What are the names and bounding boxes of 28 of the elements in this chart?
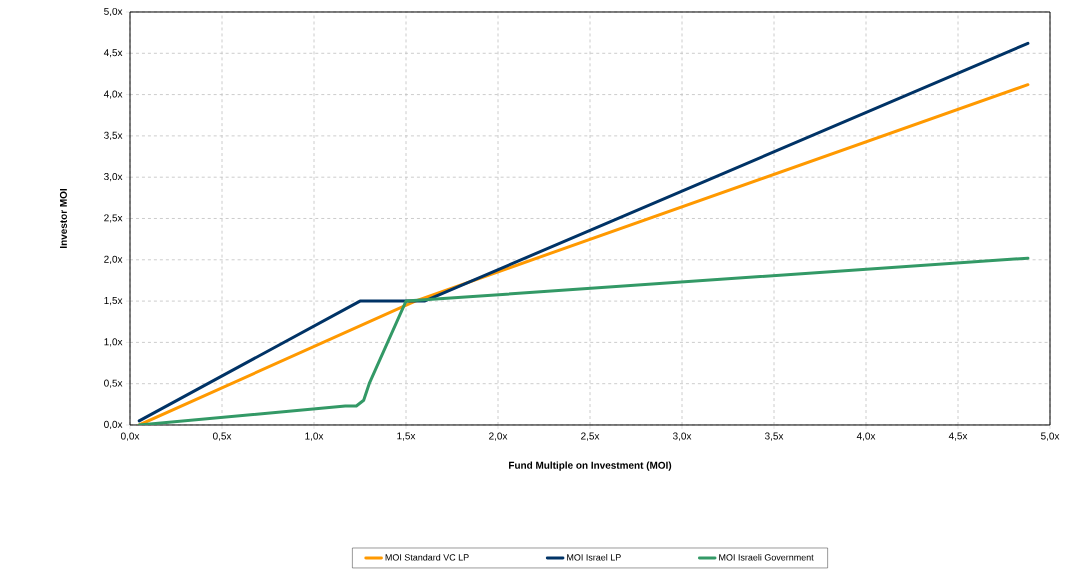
x-tick-label: 4,0x (856, 432, 876, 441)
x-axis-title: Fund Multiple on Investment (MOI) (509, 461, 672, 471)
x-tick-label: 5,0x (1041, 432, 1060, 441)
y-tick-label: 1,0x (104, 338, 123, 347)
line-series (137, 256, 1030, 425)
x-tick-label: 2,0x (489, 432, 508, 441)
y-tick-label: 0,5x (104, 379, 123, 388)
legend-label: MOI Israeli Government (719, 553, 814, 561)
x-tick-label: 0,5x (212, 432, 232, 441)
x-tick-label: 0,0x (120, 432, 140, 441)
y-tick-label: 2,5x (104, 214, 123, 223)
x-tick-label: 3,0x (672, 432, 692, 441)
x-tick-label: 2,5x (581, 432, 600, 441)
y-tick-label: 3,0x (104, 173, 123, 182)
y-axis-title: Investor MOI (59, 188, 67, 248)
x-tick-label: 3,5x (764, 432, 784, 441)
y-tick-label: 5,0x (104, 7, 123, 17)
y-tick-label: 1,5x (104, 297, 123, 306)
y-tick-label: 2,0x (104, 255, 123, 264)
legend-label: MOI Israel LP (567, 553, 621, 561)
y-tick-label: 0,0x (104, 420, 123, 430)
x-tick-label: 1,0x (305, 432, 324, 441)
y-tick-label: 3,5x (104, 131, 123, 141)
y-tick-label: 4,5x (103, 49, 123, 58)
x-tick-label: 4,5x (948, 432, 968, 441)
legend-label: MOI Standard VC LP (385, 553, 469, 561)
y-tick-label: 4,0x (103, 90, 123, 99)
x-tick-label: 1,5x (397, 432, 416, 441)
